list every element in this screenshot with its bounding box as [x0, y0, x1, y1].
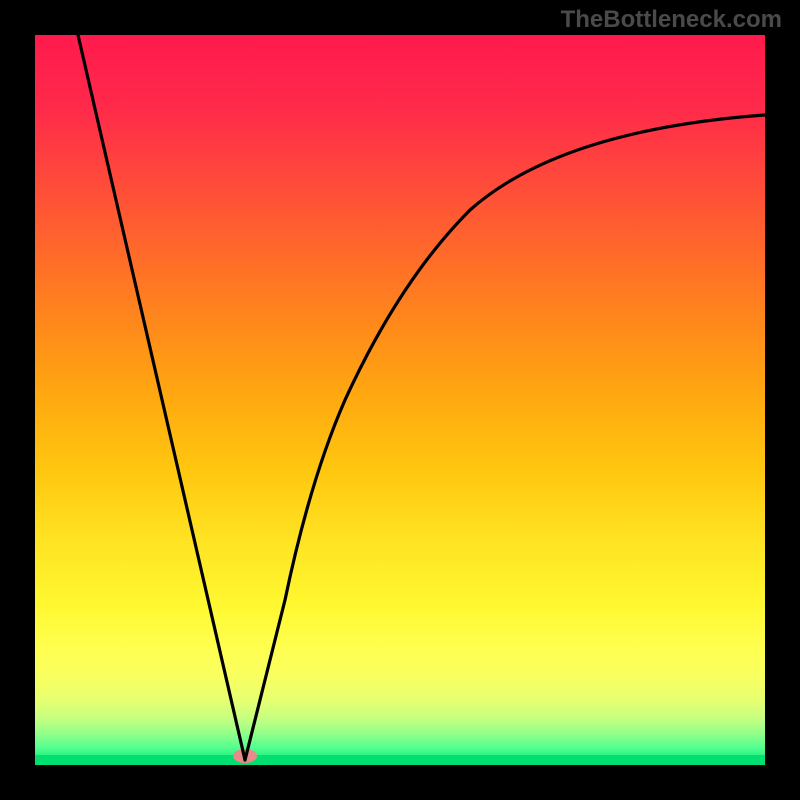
curve-right-branch — [245, 115, 765, 760]
plot-area — [0, 0, 800, 800]
watermark-text: TheBottleneck.com — [561, 6, 782, 34]
chart-container: TheBottleneck.com — [0, 0, 800, 800]
curve-layer — [0, 0, 800, 800]
bottom-green-band — [35, 755, 765, 765]
curve-left-branch — [78, 35, 245, 760]
optimum-marker — [233, 749, 257, 763]
gradient-background — [35, 35, 765, 765]
